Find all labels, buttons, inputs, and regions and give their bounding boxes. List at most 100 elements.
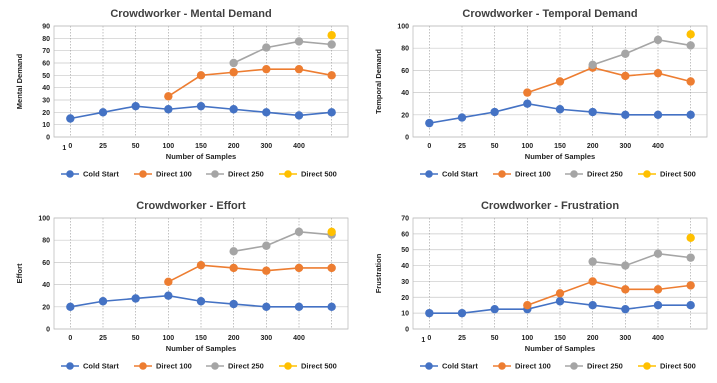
x-tick-label-extra: 1 [421,337,425,344]
y-tick-label: 50 [401,247,409,254]
y-tick-label: 100 [397,24,409,31]
data-point-direct-100 [294,263,304,273]
data-point-cold-start [327,302,336,311]
y-tick-label: 20 [401,295,409,302]
legend-marker [498,362,506,370]
y-tick-label: 100 [38,216,50,223]
x-axis-label: Number of Samples [166,152,236,161]
x-tick-label: 300 [260,143,272,150]
x-tick-label: 400 [652,335,664,342]
data-point-cold-start [653,301,663,310]
legend-marker [211,362,219,370]
y-tick-label: 40 [401,263,409,270]
legend-label: Cold Start [83,170,119,179]
legend-item-cold-start: Cold Start [420,170,478,179]
x-tick-label: 100 [162,143,174,150]
y-tick-label: 10 [401,311,409,318]
legend-item-direct-100: Direct 100 [134,362,192,371]
chart-title: Crowdworker - Mental Demand [110,8,271,20]
data-point-direct-100 [523,301,532,310]
legend-label: Direct 500 [301,170,337,179]
legend-item-direct-100: Direct 100 [134,170,192,179]
data-point-cold-start [621,304,630,314]
legend-label: Direct 250 [587,362,623,371]
legend-marker [284,170,292,178]
x-tick-label: 150 [554,143,566,150]
data-point-direct-500 [327,31,336,40]
plot-area [412,25,708,138]
x-tick-label: 100 [521,335,533,342]
y-tick-label: 20 [42,304,50,311]
y-tick-label: 40 [42,282,50,289]
x-tick-label: 0 [427,143,431,150]
legend-marker [66,362,74,370]
data-point-cold-start [66,114,75,123]
data-point-cold-start [229,299,238,309]
legend-label: Cold Start [442,170,478,179]
series-direct-500 [686,30,695,39]
y-tick-label: 30 [42,98,50,105]
legend-item-direct-500: Direct 500 [279,362,337,371]
data-point-direct-250 [294,37,304,46]
data-point-direct-250 [262,43,271,52]
y-tick-label: 50 [42,73,50,80]
data-point-direct-100 [653,68,663,78]
data-point-cold-start [425,308,434,318]
y-tick-label: 60 [42,260,50,267]
data-point-direct-100 [196,260,206,270]
chart-svg-temporal-demand: Crowdworker - Temporal Demand 0 20 40 60 80 10… [374,8,708,179]
chart-title: Crowdworker - Effort [136,200,246,212]
x-tick-label: 150 [195,143,207,150]
data-point-direct-250 [621,261,630,270]
y-axis-label: Frustration [374,253,383,293]
data-point-cold-start [229,105,238,114]
series-line-direct-100 [527,66,691,94]
y-tick-label: 40 [401,90,409,97]
legend-marker [211,170,219,178]
x-tick-label: 200 [587,335,599,342]
series-direct-500 [327,227,336,237]
data-point-cold-start [262,108,271,117]
data-point-cold-start [131,294,140,303]
x-tick-label: 50 [491,335,499,342]
legend-item-direct-500: Direct 500 [638,362,696,371]
data-point-direct-100 [327,71,336,80]
data-point-direct-250 [621,49,630,58]
legend-item-cold-start: Cold Start [420,362,478,371]
plot-area [53,25,349,138]
x-tick-label-extra: 1 [62,145,66,152]
legend-marker [498,170,506,178]
x-tick-label: 300 [619,335,631,342]
legend-label: Cold Start [442,362,478,371]
y-tick-label: 0 [405,327,409,334]
legend-item-direct-500: Direct 500 [638,170,696,179]
data-point-cold-start [523,99,532,108]
data-point-direct-250 [229,58,238,68]
data-point-direct-250 [262,241,271,250]
legend-item-cold-start: Cold Start [61,170,119,179]
data-point-cold-start [164,291,173,300]
data-point-cold-start [490,304,499,314]
data-point-direct-500 [686,30,695,39]
data-point-direct-250 [588,60,597,70]
legend-marker [570,362,578,370]
data-point-direct-250 [588,257,597,266]
y-tick-label: 70 [401,216,409,223]
x-axis-label: Number of Samples [525,152,595,161]
chart-mental-demand: Crowdworker - Mental Demand 0 10 20 30 40 50 60… [0,0,358,191]
legend-item-direct-100: Direct 100 [493,362,551,371]
series-direct-250 [588,249,695,270]
series-direct-500 [686,233,695,243]
data-point-cold-start [164,105,173,114]
y-tick-label: 0 [46,135,50,142]
x-axis-label: Number of Samples [525,344,595,353]
x-tick-label: 50 [132,143,140,150]
data-point-direct-100 [621,285,630,294]
legend-item-direct-100: Direct 100 [493,170,551,179]
y-tick-label: 10 [42,122,50,129]
data-point-cold-start [490,107,499,117]
chart-frustration: Crowdworker - Frustration 0 10 20 30 40 50 60 70… [359,192,717,383]
x-tick-label: 200 [228,335,240,342]
series-direct-100 [164,64,336,101]
chart-temporal-demand: Crowdworker - Temporal Demand 0 20 40 60 80 10… [359,0,717,191]
